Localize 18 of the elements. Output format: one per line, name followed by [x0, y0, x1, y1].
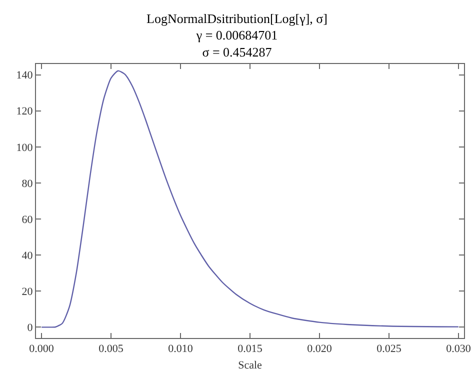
line-series [40, 70, 460, 328]
x-tick-label: 0.030 [446, 343, 472, 356]
y-tick-label: 140 [16, 70, 34, 82]
x-tick-label: 0.000 [29, 343, 54, 356]
x-tick-label: 0.020 [307, 343, 332, 356]
y-tick-label: 0 [27, 322, 34, 334]
y-tick-label: 20 [22, 286, 34, 298]
x-axis-title: Scale [238, 359, 262, 372]
x-tick-label: 0.015 [238, 343, 263, 356]
x-tick-label: 0.005 [98, 343, 124, 356]
y-tick-label: 120 [16, 106, 34, 118]
y-tick-label: 40 [22, 250, 34, 262]
y-tick-label: 80 [22, 178, 34, 190]
y-tick-label: 60 [22, 214, 34, 226]
x-tick-label: 0.010 [168, 343, 194, 356]
chart-title: LogNormalDsitribution[Log[γ], σ] γ = 0.00684701 σ = 0.454287 [146, 10, 328, 60]
x-tick-label: 0.025 [376, 343, 402, 356]
y-tick-label: 100 [16, 142, 34, 154]
